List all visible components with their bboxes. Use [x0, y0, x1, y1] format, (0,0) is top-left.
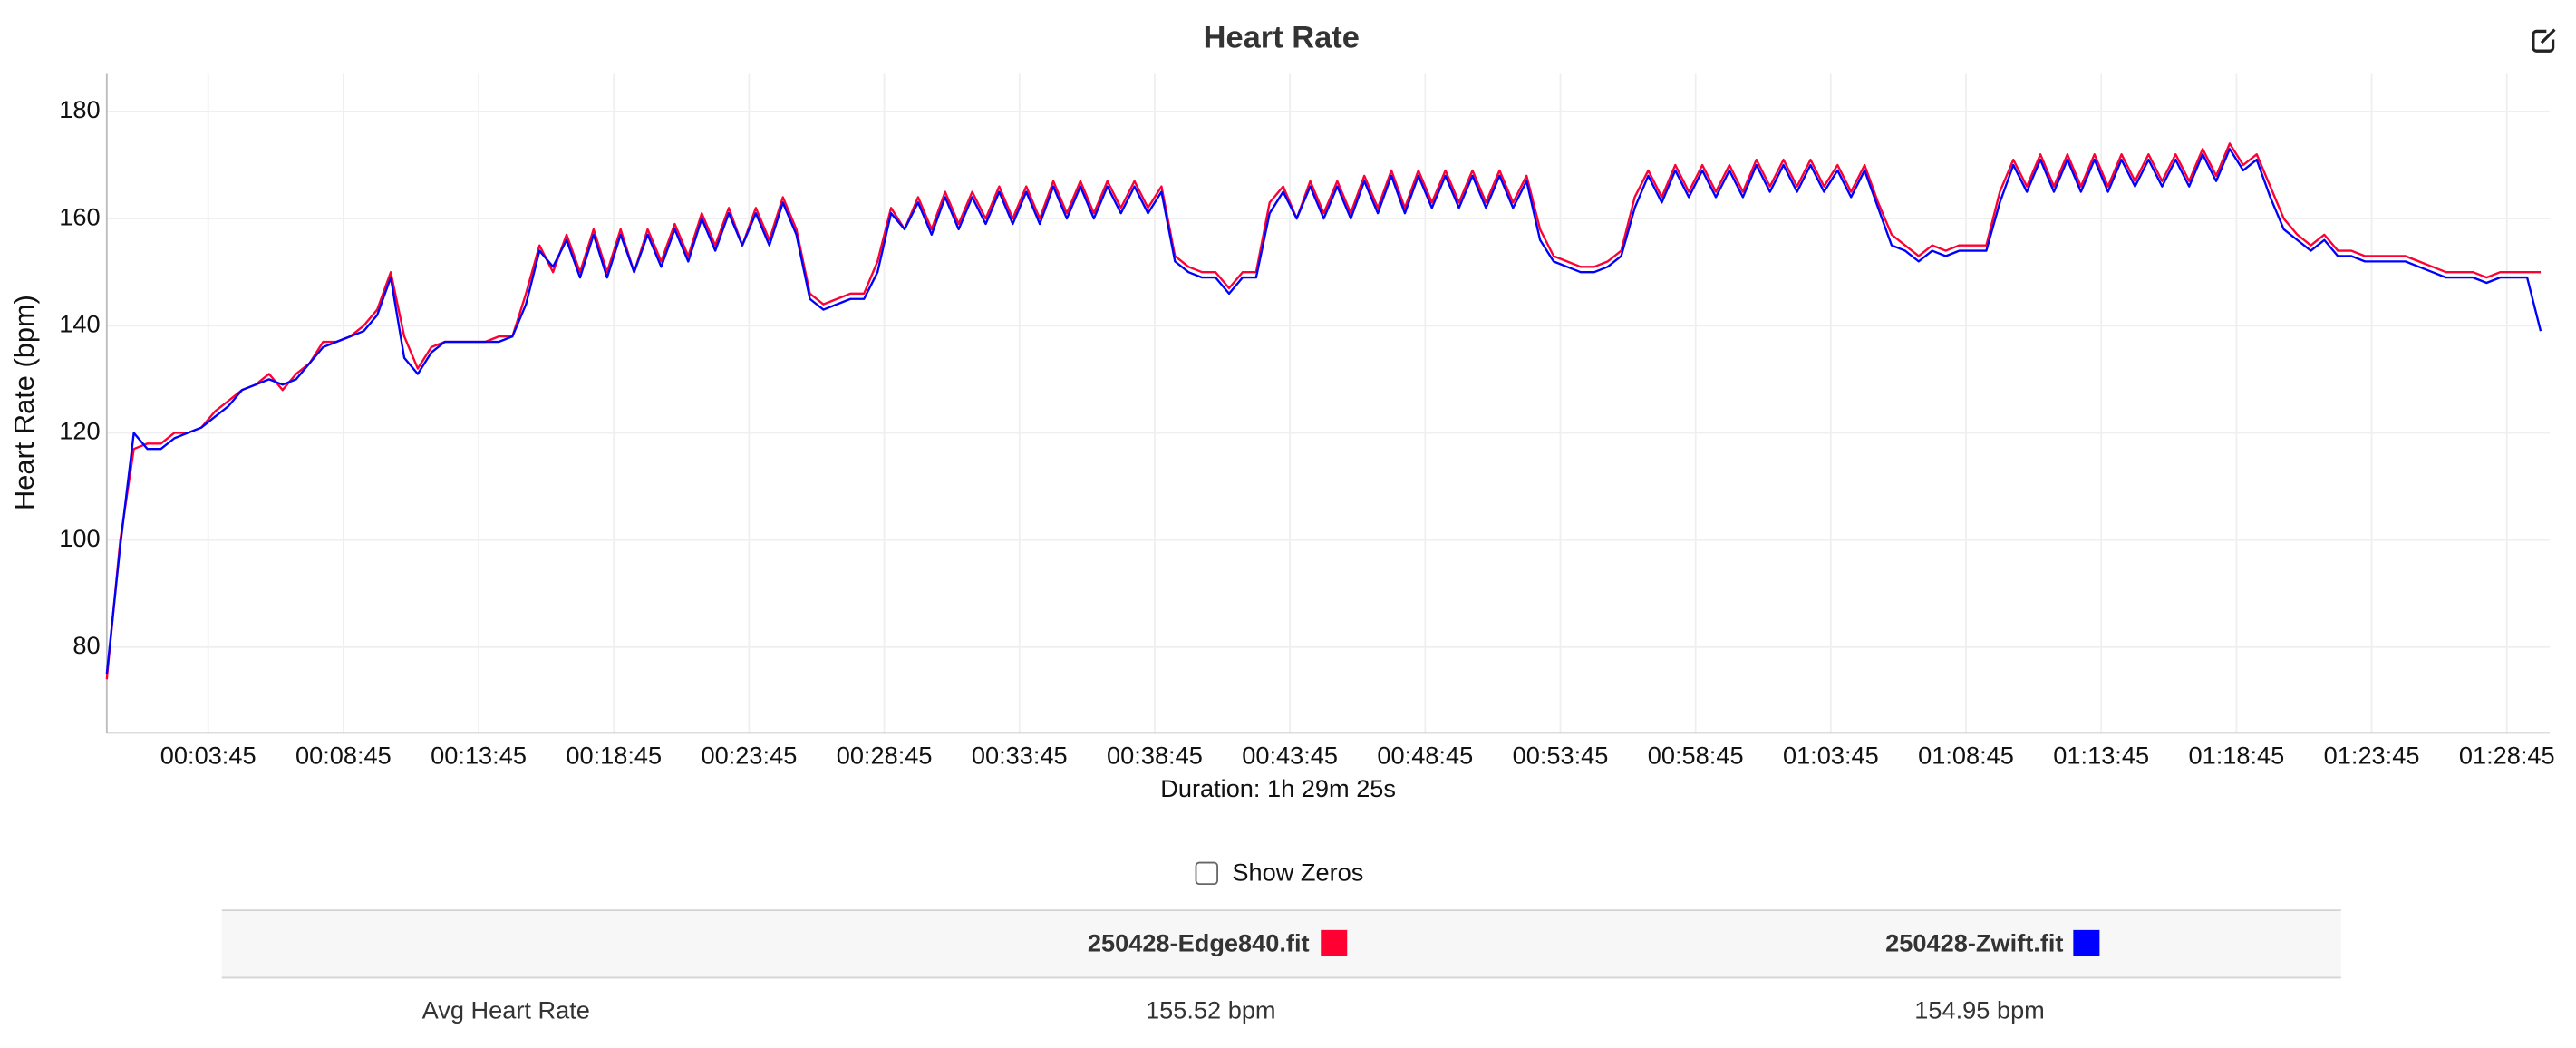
export-icon[interactable]: [2532, 28, 2556, 53]
grid: [106, 73, 2550, 733]
x-tick-label: 01:13:45: [2053, 742, 2149, 770]
table-header: 250428-Edge840.fit: [1088, 928, 1310, 956]
series-line: [105, 142, 2542, 680]
legend-swatch: [2073, 929, 2100, 956]
x-tick-label: 00:13:45: [431, 742, 527, 770]
y-tick-label: 100: [59, 524, 100, 552]
x-tick-label: 00:03:45: [160, 742, 257, 770]
x-tick-label: 00:23:45: [702, 742, 798, 770]
x-tick-label: 01:18:45: [2188, 742, 2284, 770]
table-header: 250428-Zwift.fit: [1885, 928, 2063, 956]
y-axis-label: Heart Rate (bpm): [8, 295, 40, 510]
ticks: 80 100 120 140 160 180 00:03:45 00:08:45 00:13:4…: [59, 95, 2554, 770]
x-tick-label: 00:53:45: [1513, 742, 1609, 770]
table-header-bg: [221, 910, 2341, 978]
x-tick-label: 00:33:45: [972, 742, 1068, 770]
lines: [105, 142, 2542, 680]
y-tick-label: 120: [59, 417, 100, 445]
y-tick-label: 160: [59, 202, 100, 230]
x-tick-label: 00:38:45: [1107, 742, 1203, 770]
show-zeros-label[interactable]: Show Zeros: [1232, 858, 1363, 886]
series-line: [105, 148, 2542, 674]
x-tick-label: 01:03:45: [1783, 742, 1879, 770]
x-tick-label: 01:08:45: [1918, 742, 2014, 770]
x-tick-label: 01:28:45: [2459, 742, 2555, 770]
legend-swatch: [1321, 929, 1348, 956]
x-tick-label: 00:08:45: [295, 742, 392, 770]
x-tick-label: 00:58:45: [1648, 742, 1744, 770]
x-tick-label: 00:43:45: [1242, 742, 1338, 770]
table-row-label: Avg Heart Rate: [422, 996, 590, 1024]
table-cell: 154.95 bpm: [1914, 996, 2045, 1024]
x-tick-label: 01:23:45: [2324, 742, 2420, 770]
show-zeros-checkbox[interactable]: [1195, 861, 1218, 886]
x-tick-label: 00:48:45: [1377, 742, 1473, 770]
table-cell: 155.52 bpm: [1146, 996, 1276, 1024]
x-tick-label: 00:28:45: [837, 742, 933, 770]
chart-title: Heart Rate: [1204, 21, 1360, 55]
x-axis-label: Duration: 1h 29m 25s: [1160, 774, 1396, 802]
y-tick-label: 80: [73, 631, 100, 659]
y-tick-label: 180: [59, 95, 100, 123]
x-tick-label: 00:18:45: [566, 742, 662, 770]
y-tick-label: 140: [59, 309, 100, 337]
